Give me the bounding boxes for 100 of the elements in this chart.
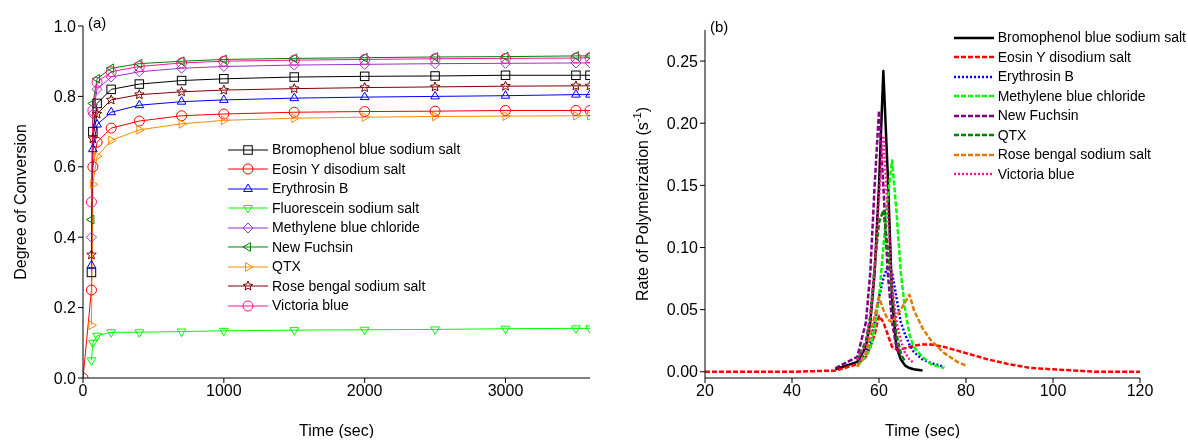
point <box>359 71 370 82</box>
point <box>87 108 99 120</box>
point <box>106 106 116 116</box>
point <box>361 112 371 122</box>
point <box>91 76 103 88</box>
point <box>92 98 102 109</box>
legend-label: Bromophenol blue sodium salt <box>272 140 461 159</box>
point <box>178 119 188 129</box>
point <box>500 104 511 116</box>
y-tick-label: 0.25 <box>666 52 699 70</box>
legend-label: Erythrosin B <box>272 179 349 198</box>
point <box>218 84 230 95</box>
point <box>105 122 117 134</box>
point <box>133 115 145 127</box>
line-series <box>856 208 907 364</box>
legend-label: Erythrosin B <box>997 67 1074 86</box>
point <box>429 81 441 92</box>
point <box>218 60 230 72</box>
x-tick-label: 3000 <box>487 382 524 400</box>
point <box>94 151 103 162</box>
legend-label: Rose bengal sodium salt <box>272 276 426 296</box>
point <box>105 66 117 78</box>
point <box>105 63 115 74</box>
point <box>359 82 370 93</box>
point <box>500 57 511 69</box>
point <box>88 339 98 349</box>
point <box>500 80 511 91</box>
point <box>176 86 187 97</box>
y-tick-label: 0.2 <box>53 299 77 317</box>
point <box>91 73 101 84</box>
legend-label: New Fuchsin <box>272 237 353 257</box>
point <box>571 325 581 334</box>
point <box>570 80 582 91</box>
point <box>106 329 116 338</box>
line-series <box>856 293 968 369</box>
y-tick-label: 0.15 <box>666 177 699 195</box>
point <box>289 72 299 82</box>
y-tick-label: 0.10 <box>666 239 699 257</box>
point <box>176 62 188 74</box>
legend-label: QTX <box>272 257 301 276</box>
point <box>105 94 117 105</box>
point <box>176 110 188 122</box>
point <box>571 89 581 98</box>
point <box>91 108 103 119</box>
x-tick-label: 0 <box>78 382 88 400</box>
point <box>91 136 103 148</box>
x-tick-label: 100 <box>1039 382 1067 400</box>
point <box>430 326 440 335</box>
point <box>105 71 117 83</box>
point <box>359 106 371 118</box>
point <box>108 135 117 146</box>
point <box>89 179 99 190</box>
point <box>85 214 95 225</box>
point <box>88 320 97 331</box>
point <box>134 99 145 109</box>
legend-label: Rose bengal sodium salt <box>997 145 1151 164</box>
point <box>219 94 229 103</box>
point <box>134 329 145 338</box>
legend-label: New Fuchsin <box>997 106 1079 125</box>
point <box>288 83 300 94</box>
point <box>134 79 145 89</box>
point <box>176 96 187 105</box>
legend-label: QTX <box>997 125 1027 145</box>
point <box>88 143 98 153</box>
y-tick-label: 0.4 <box>53 228 77 246</box>
x-tick-label: 20 <box>696 382 714 400</box>
point <box>432 111 441 122</box>
point <box>133 66 145 78</box>
point <box>85 284 97 296</box>
point <box>289 327 300 336</box>
point <box>500 90 511 99</box>
point <box>500 325 511 335</box>
line-series <box>834 109 902 370</box>
legend-label: Methylene blue chloride <box>272 218 420 237</box>
point <box>430 71 440 81</box>
point <box>359 326 370 336</box>
legend-label: Victoria blue <box>997 164 1075 184</box>
point <box>500 70 511 81</box>
y-tick-label: 1.0 <box>53 17 77 35</box>
point <box>92 332 102 342</box>
legend-label: Eosin Y disodium salt <box>272 159 406 179</box>
point <box>502 111 511 121</box>
annotation: (b) <box>710 18 729 35</box>
x-tick-label: 1000 <box>206 382 242 400</box>
line-series <box>705 314 1140 374</box>
point <box>289 92 300 102</box>
x-tick-label: 80 <box>957 382 975 400</box>
y-tick-label: 0.6 <box>53 158 77 176</box>
point <box>429 105 441 117</box>
point <box>87 133 99 144</box>
y-axis-title: Degree of Conversion <box>12 124 30 280</box>
point <box>85 231 97 243</box>
point <box>288 59 300 71</box>
annotation: (a) <box>88 14 107 31</box>
legend-label: Fluorescein sodium salt <box>272 198 420 218</box>
point <box>176 75 187 86</box>
legend-label: Eosin Y disodium salt <box>997 47 1131 67</box>
point <box>87 161 99 173</box>
x-tick-label: 40 <box>783 382 801 400</box>
point <box>106 84 116 95</box>
